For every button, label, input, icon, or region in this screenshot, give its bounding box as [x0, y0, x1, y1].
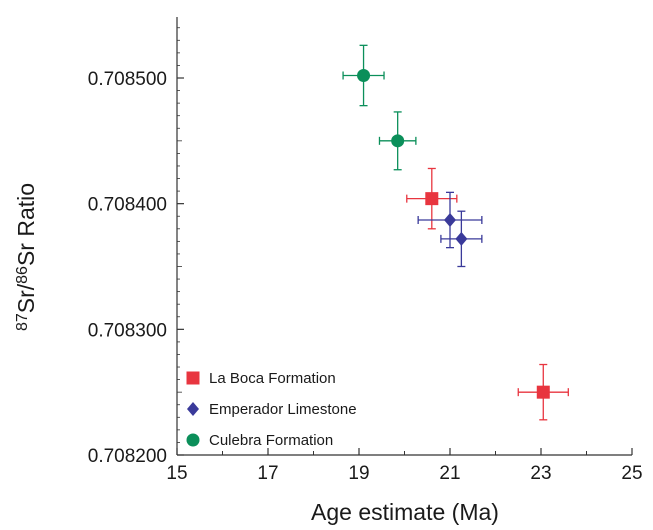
legend-item-emperador-limestone: Emperador Limestone — [187, 401, 357, 418]
point-culebra-formation — [378, 111, 417, 171]
x-ticks: 15 17 19 21 23 25 — [166, 448, 643, 484]
point-culebra-formation — [342, 44, 385, 107]
y-axis-title-sym1: Sr/ — [13, 283, 39, 313]
y-tick-label: 0.708300 — [88, 320, 167, 341]
legend-item-emperador-limestone-marker — [187, 402, 199, 416]
point-la-boca-formation — [406, 167, 458, 230]
legend-item-culebra-formation: Culebra Formation — [186, 432, 333, 449]
legend-item-la-boca-formation-label: La Boca Formation — [209, 370, 336, 387]
legend-item-emperador-limestone-label: Emperador Limestone — [209, 401, 357, 418]
x-axis-title: Age estimate (Ma) — [311, 499, 499, 525]
x-tick-label: 25 — [621, 463, 642, 484]
y-ticks: 0.708200 0.708300 0.708400 0.708500 — [88, 27, 184, 467]
legend: La Boca Formation Emperador Limestone Cule… — [186, 370, 357, 449]
point-culebra-formation-marker — [357, 68, 371, 82]
axes — [176, 17, 632, 456]
x-tick-label: 15 — [166, 463, 187, 484]
point-emperador-limestone-marker — [455, 231, 468, 246]
y-tick-label: 0.708500 — [88, 69, 167, 90]
point-emperador-limestone-marker — [444, 213, 456, 228]
point-emperador-limestone — [440, 210, 483, 268]
x-tick-label: 17 — [257, 463, 278, 484]
y-axis-title-sym2: Sr Ratio — [13, 183, 39, 266]
y-tick-label: 0.708400 — [88, 195, 167, 216]
y-tick-label: 0.708200 — [88, 446, 167, 467]
y-axis-title-sup1: 87 — [14, 313, 31, 331]
legend-item-la-boca-formation: La Boca Formation — [186, 370, 336, 387]
point-culebra-formation-marker — [391, 134, 405, 148]
legend-item-culebra-formation-label: Culebra Formation — [209, 432, 333, 449]
y-axis-title-sup2: 86 — [14, 266, 31, 284]
legend-item-culebra-formation-marker — [186, 433, 200, 447]
point-la-boca-formation-marker — [536, 385, 550, 399]
point-la-boca-formation — [517, 363, 569, 421]
data-points — [342, 44, 569, 421]
y-axis-title: 87Sr/86Sr Ratio — [13, 183, 39, 331]
x-tick-label: 21 — [439, 463, 460, 484]
point-la-boca-formation-marker — [425, 192, 439, 206]
legend-item-la-boca-formation-marker — [186, 371, 200, 385]
x-tick-label: 19 — [348, 463, 369, 484]
x-tick-label: 23 — [530, 463, 551, 484]
